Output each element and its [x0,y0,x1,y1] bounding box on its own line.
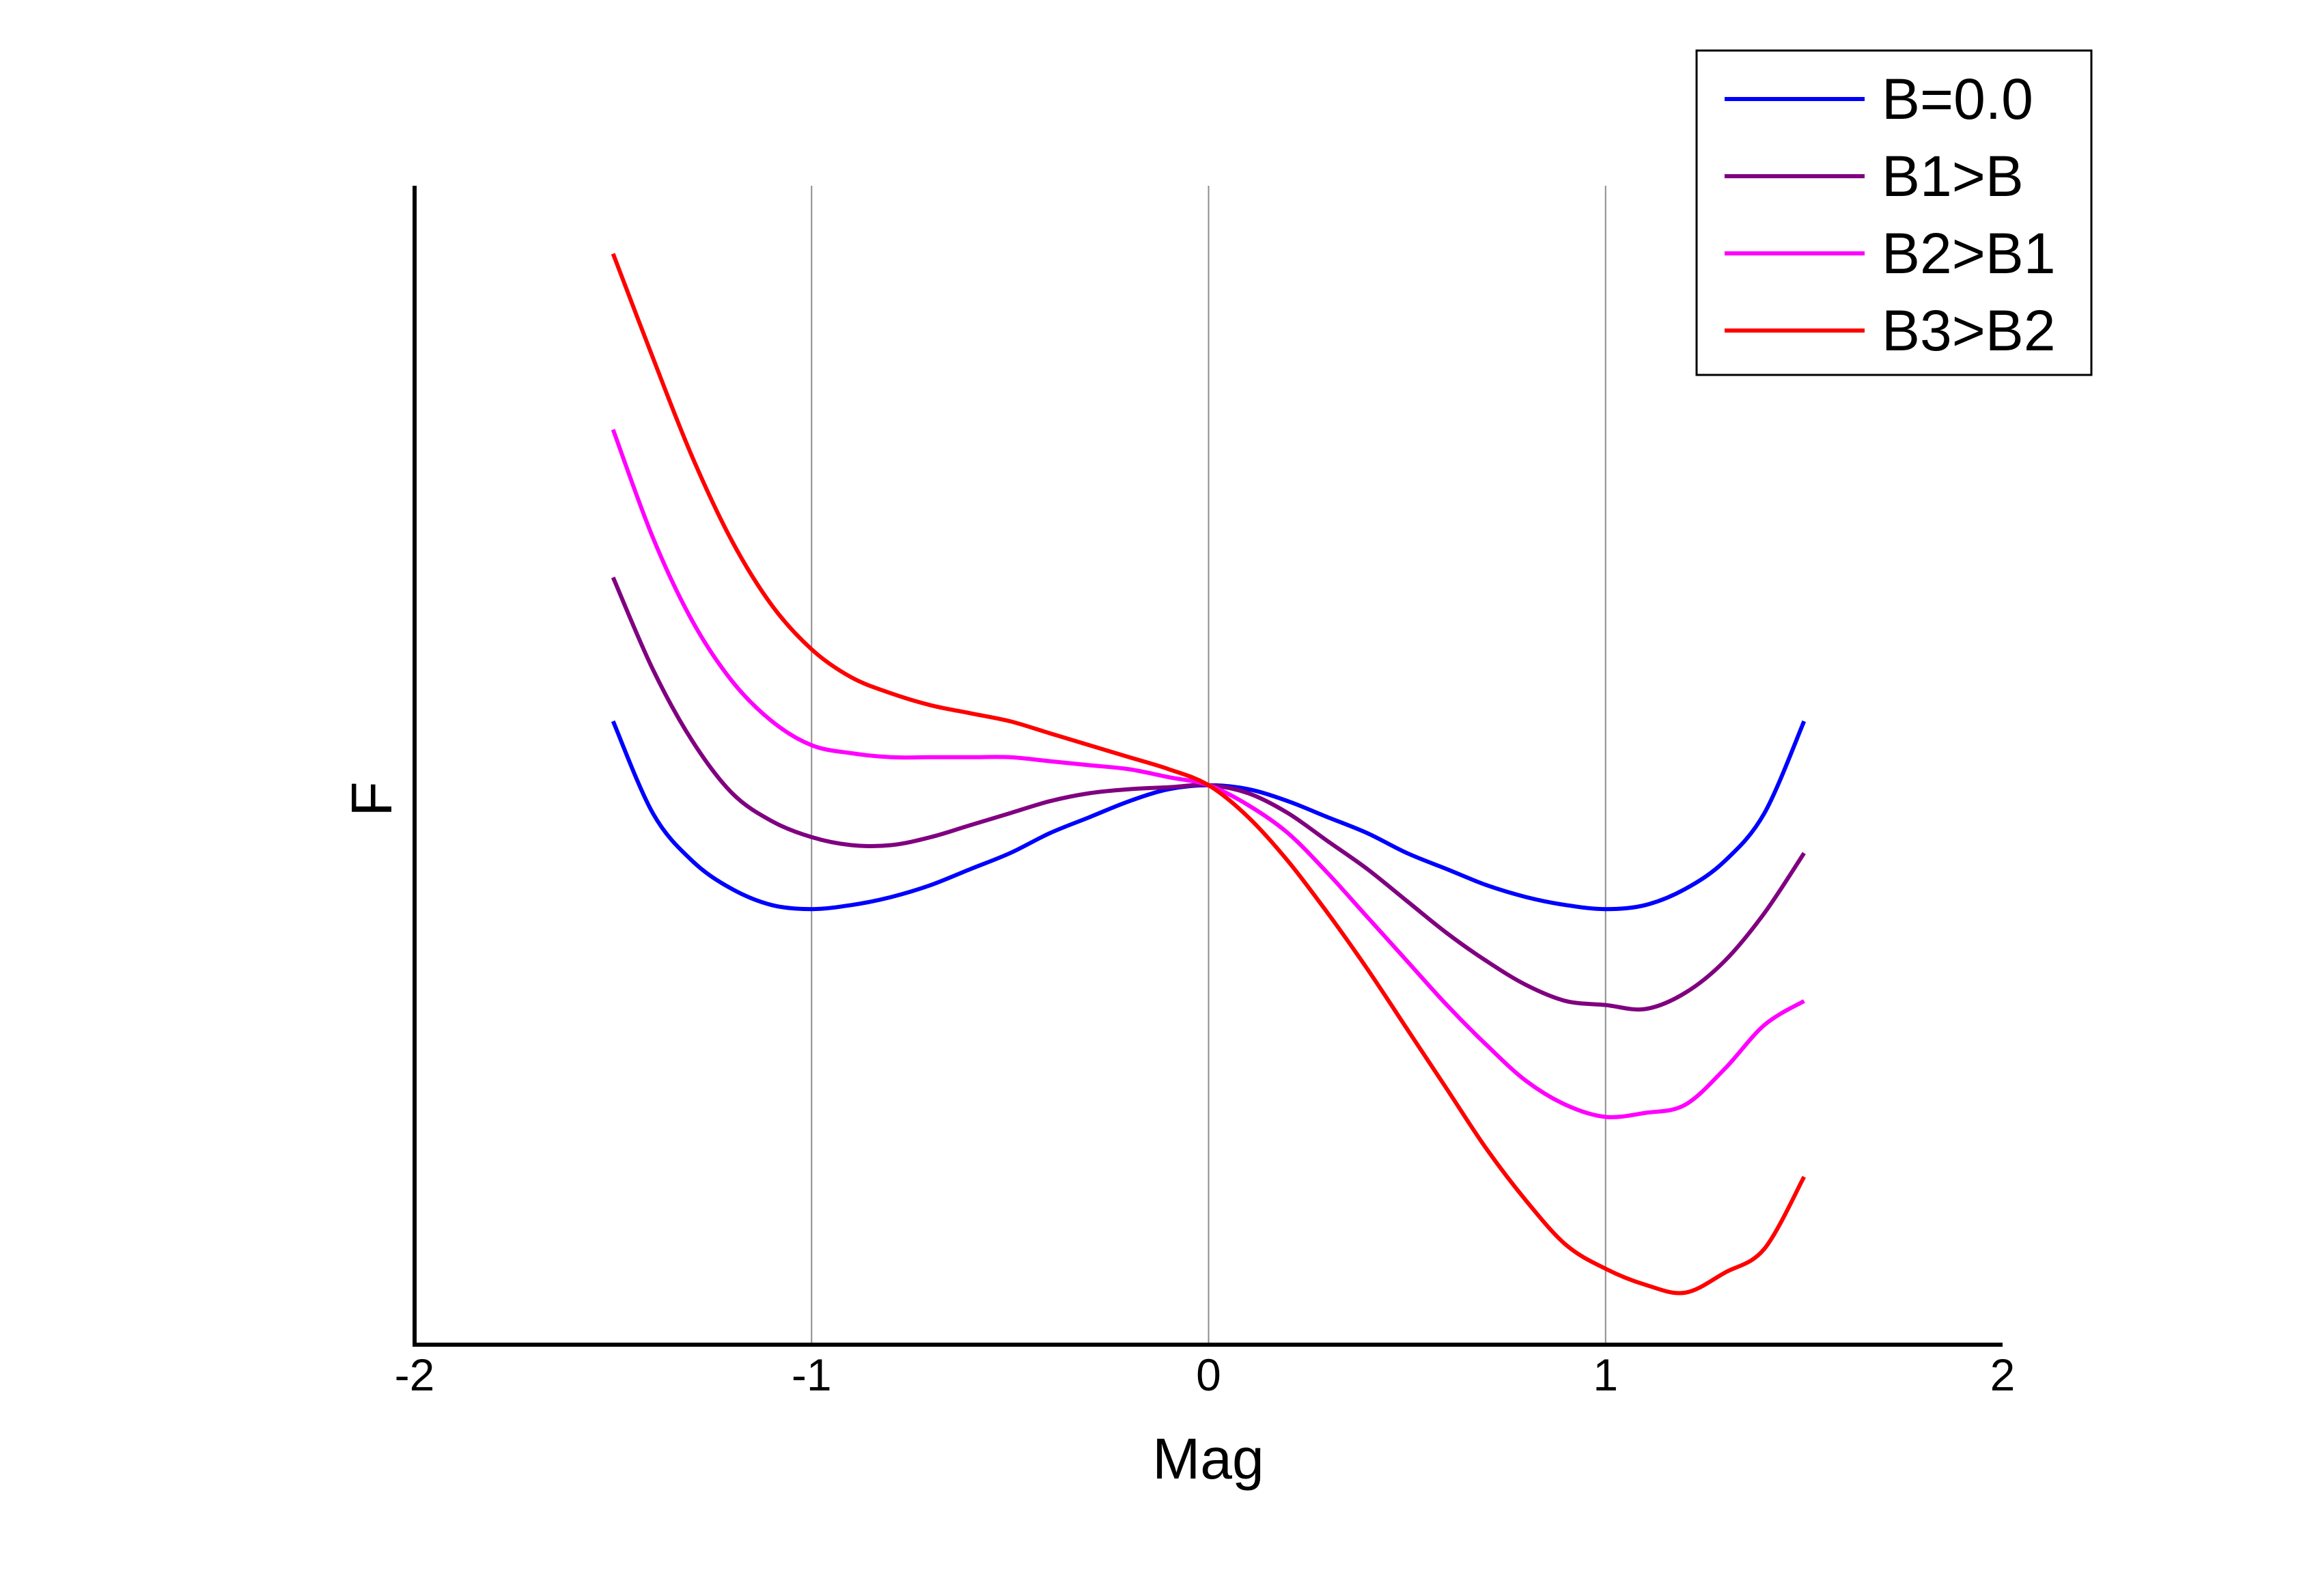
x-tick-label: 2 [1990,1349,2016,1400]
x-tick-label: 0 [1196,1349,1221,1400]
x-tick-label: -2 [395,1349,435,1400]
legend-label: B=0.0 [1882,67,2033,131]
grid [811,186,1606,1345]
legend: B=0.0 B1>B B2>B1 B3>B2 [1695,49,2093,376]
y-axis-label: F [339,781,404,816]
legend-box [1695,49,2093,376]
legend-label: B2>B1 [1882,221,2056,285]
x-tick-label: -1 [792,1349,832,1400]
x-tick-labels: -2 -1 0 1 2 [395,1349,2016,1400]
axes [413,186,2003,1347]
legend-label: B1>B [1882,144,2024,208]
x-tick-label: 1 [1593,1349,1618,1400]
series-line-4 [611,253,1807,1296]
x-axis-label: Mag [1152,1427,1264,1491]
legend-label: B3>B2 [1882,298,2056,363]
series-lines [611,253,1807,1296]
